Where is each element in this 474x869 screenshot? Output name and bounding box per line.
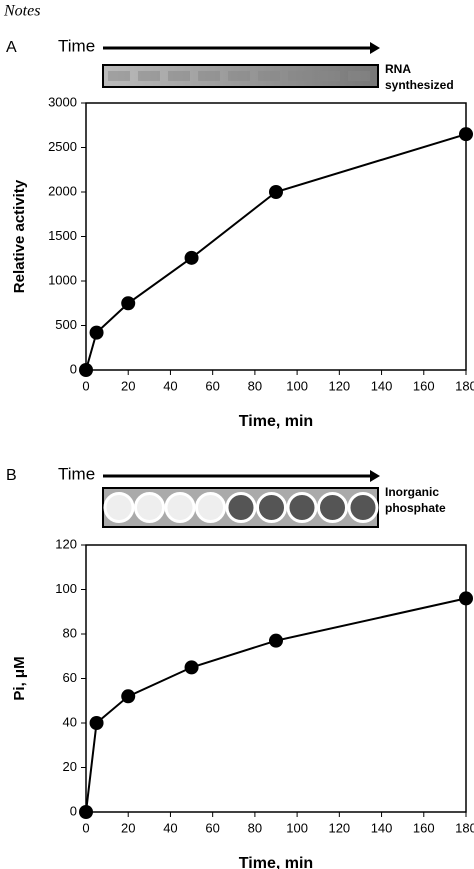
tube	[195, 492, 226, 523]
panel-label: A	[6, 39, 17, 56]
data-point	[184, 660, 199, 675]
x-tick-label: 180	[455, 820, 474, 835]
gel-band	[108, 71, 130, 81]
series-line	[85, 133, 467, 371]
page-header: Notes	[3, 3, 40, 20]
plot-frame	[85, 544, 467, 813]
tube	[164, 492, 196, 523]
arrow-head	[370, 42, 380, 54]
x-tick-label: 80	[248, 820, 262, 835]
y-tick-label: 2500	[48, 139, 77, 154]
panel-label: B	[6, 467, 17, 484]
data-point	[184, 250, 199, 265]
data-point	[89, 716, 104, 730]
x-tick-label: 60	[205, 820, 219, 835]
x-tick-label: 0	[82, 820, 89, 835]
data-point	[459, 591, 473, 606]
data-point	[89, 325, 104, 340]
image-label: Inorganic	[385, 485, 439, 499]
gel-band	[138, 71, 160, 81]
y-tick-label: 0	[70, 361, 77, 376]
x-tick-label: 180	[455, 378, 474, 393]
arrow-head	[370, 470, 380, 482]
timeline-label: Time	[58, 36, 95, 55]
data-point	[269, 185, 283, 199]
gel-band	[228, 71, 250, 81]
x-tick-label: 100	[286, 820, 308, 835]
x-tick-label: 20	[121, 820, 135, 835]
gel-band	[198, 71, 220, 81]
y-tick-label: 120	[55, 536, 77, 551]
y-tick-label: 1000	[48, 272, 77, 287]
series-line	[85, 597, 467, 813]
x-tick-label: 160	[413, 378, 435, 393]
tube	[103, 492, 135, 523]
data-point	[79, 363, 93, 377]
x-tick-label: 80	[248, 378, 262, 393]
data-point	[79, 805, 93, 819]
data-point	[269, 633, 283, 648]
gel-band	[168, 71, 190, 81]
y-tick-label: 100	[55, 581, 77, 596]
x-tick-label: 0	[82, 378, 89, 393]
timeline-label: Time	[58, 464, 95, 483]
tube	[225, 492, 257, 523]
y-tick-label: 0	[70, 803, 77, 818]
y-axis-label: Pi, μM	[11, 656, 28, 700]
x-tick-label: 120	[328, 378, 350, 393]
x-axis-label: Time, min	[239, 855, 313, 869]
data-point	[459, 127, 473, 142]
gel-band	[318, 71, 340, 81]
x-tick-label: 140	[371, 378, 393, 393]
data-point	[121, 689, 136, 704]
x-tick-label: 120	[328, 820, 350, 835]
x-tick-label: 160	[413, 820, 435, 835]
tube	[256, 492, 287, 523]
x-tick-label: 40	[163, 820, 177, 835]
y-tick-label: 2000	[48, 183, 77, 198]
x-tick-label: 20	[121, 378, 135, 393]
gel-band	[348, 71, 370, 81]
y-tick-label: 20	[63, 759, 77, 774]
image-label: phosphate	[385, 501, 446, 515]
data-point	[121, 296, 136, 311]
image-label: RNA	[385, 62, 411, 76]
gel-band	[258, 71, 280, 81]
x-tick-label: 60	[205, 378, 219, 393]
plot-frame	[85, 102, 467, 371]
x-tick-label: 40	[163, 378, 177, 393]
tube	[317, 492, 348, 523]
x-tick-label: 140	[371, 820, 393, 835]
y-tick-label: 80	[63, 625, 77, 640]
x-tick-label: 100	[286, 378, 308, 393]
y-axis-label: Relative activity	[11, 179, 28, 293]
y-tick-label: 60	[63, 670, 77, 685]
x-axis-label: Time, min	[239, 413, 313, 430]
y-tick-label: 500	[55, 317, 77, 332]
y-tick-label: 3000	[48, 94, 77, 109]
image-label: synthesized	[385, 78, 454, 92]
tube	[347, 492, 379, 523]
y-tick-label: 1500	[48, 228, 77, 243]
tube	[134, 492, 165, 523]
gel-band	[288, 71, 310, 81]
y-tick-label: 40	[63, 714, 77, 729]
tube	[286, 492, 318, 523]
